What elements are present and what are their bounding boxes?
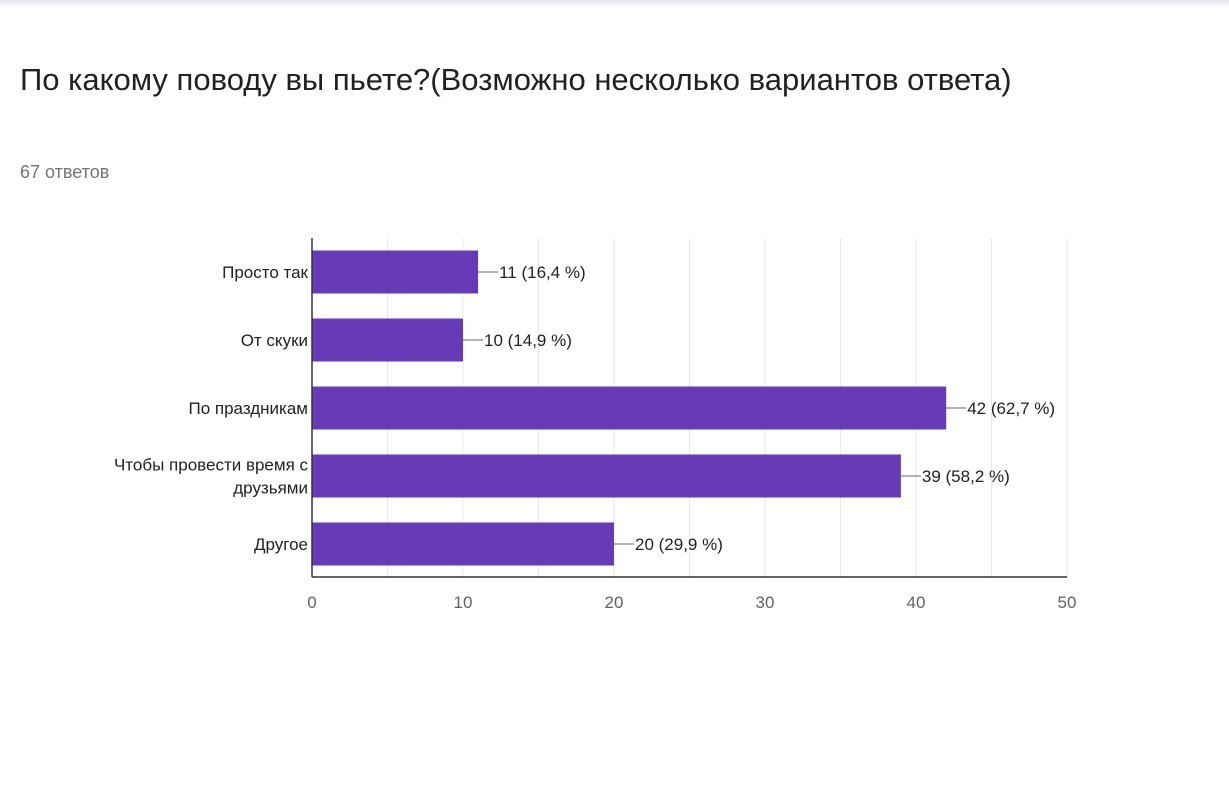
category-label: От скуки — [241, 331, 308, 350]
category-label: Просто так — [222, 263, 308, 282]
x-tick-label: 20 — [605, 593, 624, 612]
x-tick-label: 40 — [907, 593, 926, 612]
label-layer: 11 (16,4 %) Просто так 10 (14,9 %) От скуки… — [114, 263, 1055, 554]
x-tick-label: 0 — [307, 593, 316, 612]
bar-chart: 0 10 20 30 40 50 11 (16,4 %) Просто так 10 (14,… — [114, 238, 1076, 612]
category-label: Чтобы провести время с — [114, 456, 309, 475]
bar-layer — [312, 250, 947, 566]
x-tick-label: 50 — [1058, 593, 1077, 612]
grid-layer — [387, 238, 1068, 577]
category-label: Другое — [254, 535, 308, 554]
data-label: 20 (29,9 %) — [635, 535, 723, 554]
bar — [312, 318, 463, 362]
data-label: 39 (58,2 %) — [922, 467, 1010, 486]
x-tick-label: 10 — [454, 593, 473, 612]
response-count: 67 ответов — [20, 162, 110, 182]
bar — [312, 386, 947, 430]
chart-container: 0 10 20 30 40 50 11 (16,4 %) Просто так 10 (14,… — [0, 220, 1229, 620]
category-label: По праздникам — [189, 399, 309, 418]
top-shadow — [0, 0, 1229, 8]
x-tick-label: 30 — [756, 593, 775, 612]
data-label: 42 (62,7 %) — [967, 399, 1055, 418]
data-label: 10 (14,9 %) — [484, 331, 572, 350]
data-label: 11 (16,4 %) — [499, 263, 586, 282]
bar — [312, 522, 614, 566]
question-title: По какому поводу вы пьете?(Возможно неск… — [20, 62, 1012, 97]
axis-layer: 0 10 20 30 40 50 — [307, 238, 1076, 612]
bar — [312, 454, 901, 498]
category-label: друзьями — [233, 479, 308, 498]
bar — [312, 250, 479, 294]
